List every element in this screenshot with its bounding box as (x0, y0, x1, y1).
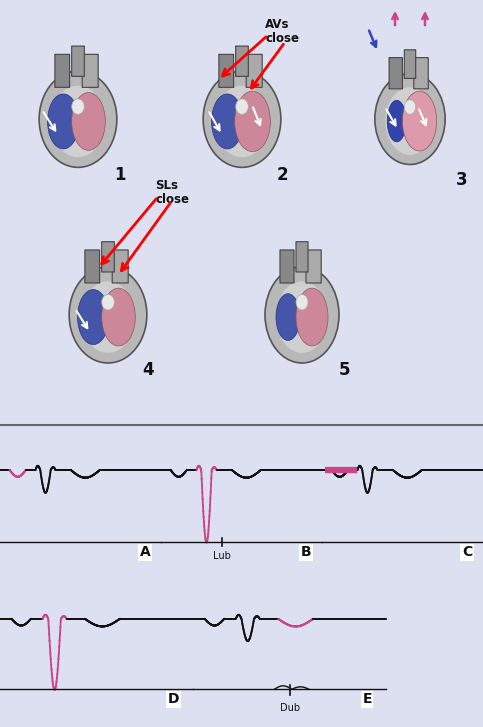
Ellipse shape (404, 100, 416, 114)
Text: 2: 2 (276, 166, 288, 184)
FancyBboxPatch shape (389, 57, 402, 89)
Text: Lub: Lub (213, 551, 231, 561)
Ellipse shape (51, 86, 105, 157)
Ellipse shape (215, 86, 270, 157)
Ellipse shape (276, 294, 300, 340)
Ellipse shape (39, 71, 117, 167)
Ellipse shape (402, 91, 437, 151)
FancyBboxPatch shape (246, 55, 262, 87)
Ellipse shape (47, 94, 79, 149)
FancyBboxPatch shape (71, 46, 85, 76)
Ellipse shape (296, 288, 328, 346)
Ellipse shape (102, 288, 135, 346)
Ellipse shape (78, 289, 109, 345)
FancyBboxPatch shape (55, 55, 70, 87)
Ellipse shape (69, 267, 147, 363)
Ellipse shape (212, 94, 243, 149)
FancyBboxPatch shape (236, 46, 248, 76)
Text: C: C (462, 545, 472, 559)
FancyBboxPatch shape (404, 50, 416, 79)
FancyBboxPatch shape (306, 250, 321, 283)
Ellipse shape (375, 73, 445, 164)
Text: E: E (362, 692, 372, 707)
Ellipse shape (71, 92, 105, 150)
FancyBboxPatch shape (82, 55, 98, 87)
Ellipse shape (236, 99, 248, 114)
FancyBboxPatch shape (219, 55, 234, 87)
Text: 5: 5 (339, 361, 351, 379)
Text: D: D (168, 692, 180, 707)
Ellipse shape (276, 281, 328, 353)
FancyBboxPatch shape (414, 57, 428, 89)
Ellipse shape (81, 281, 135, 353)
Text: 1: 1 (114, 166, 126, 184)
FancyBboxPatch shape (85, 250, 99, 283)
Text: AVs
close: AVs close (265, 18, 299, 45)
Text: 3: 3 (456, 171, 468, 189)
Ellipse shape (102, 294, 114, 310)
Ellipse shape (296, 294, 308, 310)
FancyBboxPatch shape (102, 241, 114, 272)
Text: Dub: Dub (280, 703, 300, 713)
Ellipse shape (203, 71, 281, 167)
FancyBboxPatch shape (112, 250, 128, 283)
FancyBboxPatch shape (296, 241, 308, 272)
Ellipse shape (235, 91, 270, 152)
Text: 4: 4 (142, 361, 154, 379)
Text: A: A (140, 545, 150, 559)
Ellipse shape (265, 267, 339, 363)
Text: B: B (300, 545, 311, 559)
Ellipse shape (385, 87, 435, 155)
Text: SLs
close: SLs close (155, 179, 189, 206)
Ellipse shape (71, 99, 85, 114)
FancyBboxPatch shape (280, 250, 294, 283)
Ellipse shape (387, 100, 406, 142)
